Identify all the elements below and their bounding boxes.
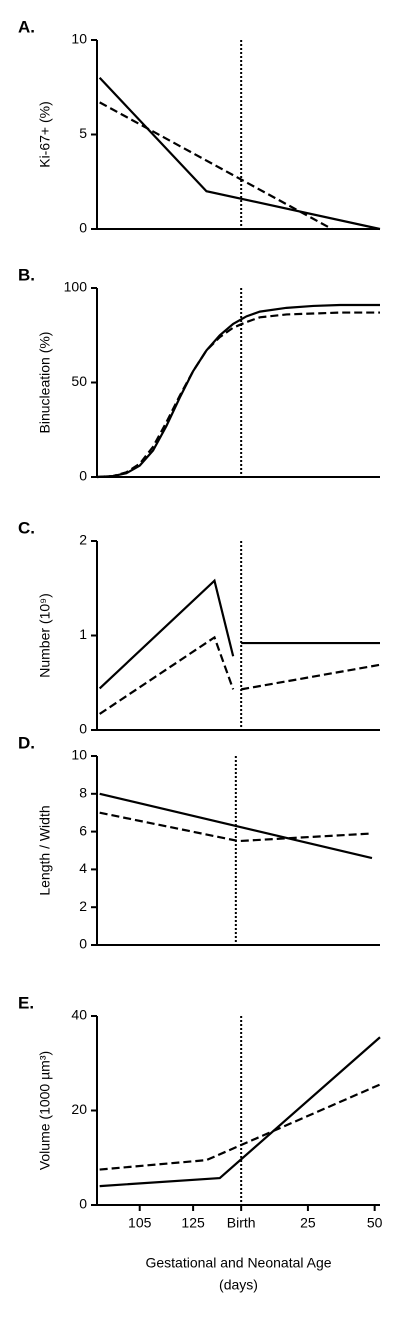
y-axis-label: Volume (1000 µm³)	[37, 1051, 53, 1170]
panel-label: B.	[18, 265, 35, 284]
x-tick-label: 25	[300, 1215, 316, 1231]
x-tick-label: 125	[181, 1215, 205, 1231]
series-line	[99, 1036, 381, 1188]
y-tick-label: 6	[79, 822, 87, 838]
series-line	[98, 77, 381, 231]
series-line	[99, 635, 381, 715]
y-tick-label: 100	[64, 279, 88, 295]
panel-label: C.	[18, 518, 35, 537]
y-tick-label: 40	[71, 1007, 87, 1023]
y-tick-label: 2	[79, 532, 87, 548]
x-tick-label: Birth	[227, 1215, 256, 1231]
y-tick-label: 10	[71, 31, 87, 47]
series-line	[96, 303, 380, 479]
series-line	[99, 792, 373, 860]
series-line	[99, 1083, 381, 1171]
series-line	[99, 101, 333, 230]
x-axis-label: Gestational and Neonatal Age	[145, 1255, 331, 1271]
y-tick-label: 4	[79, 860, 87, 876]
x-tick-label: 50	[367, 1215, 383, 1231]
series-line	[96, 311, 380, 479]
y-tick-label: 0	[79, 936, 87, 952]
series-line	[98, 578, 380, 690]
y-tick-label: 0	[79, 220, 87, 236]
y-tick-label: 0	[79, 1196, 87, 1212]
panel-label: A.	[18, 17, 35, 36]
series-line	[99, 811, 373, 843]
y-tick-label: 1	[79, 626, 87, 642]
panel-label: D.	[18, 733, 35, 752]
y-tick-label: 50	[71, 373, 87, 389]
y-tick-label: 0	[79, 468, 87, 484]
x-tick-label: 105	[128, 1215, 152, 1231]
y-tick-label: 10	[71, 747, 87, 763]
x-axis-label: (days)	[219, 1277, 258, 1293]
y-tick-label: 20	[71, 1101, 87, 1117]
y-tick-label: 2	[79, 898, 87, 914]
y-axis-label: Binucleation (%)	[37, 332, 53, 434]
y-axis-label: Number (10⁹)	[37, 593, 53, 678]
y-tick-label: 8	[79, 785, 87, 801]
y-tick-label: 5	[79, 125, 87, 141]
panel-label: E.	[18, 993, 34, 1012]
y-axis-label: Ki-67+ (%)	[37, 101, 53, 168]
y-axis-label: Length / Width	[37, 805, 53, 895]
y-tick-label: 0	[79, 721, 87, 737]
